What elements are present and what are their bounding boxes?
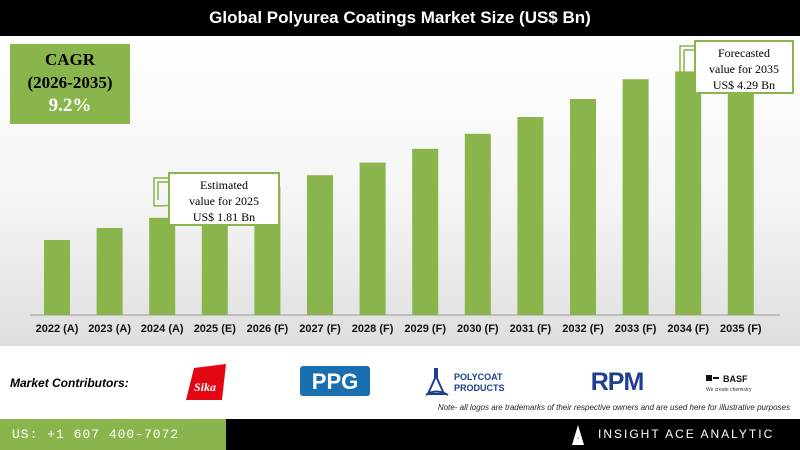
footer-phone: US: +1 607 400-7072 (0, 419, 226, 450)
forecasted-callout-line3: US$ 4.29 Bn (712, 78, 776, 92)
cagr-box: CAGR (2026-2035) 9.2% (10, 44, 130, 124)
x-tick-label-2: 2024 (A) (141, 323, 184, 335)
bar-10 (570, 99, 596, 315)
ppg-logo: PPG (300, 366, 370, 396)
sika-logo: Sika (184, 362, 228, 402)
cagr-value: 9.2% (48, 95, 92, 116)
forecasted-callout-connector-2 (683, 49, 694, 88)
estimated-callout-connector-2 (157, 181, 168, 200)
bar-2 (149, 217, 176, 315)
estimated-callout: Estimated value for 2025 US$ 1.81 Bn (168, 172, 280, 226)
chart-title: Global Polyurea Coatings Market Size (US… (0, 0, 800, 36)
x-tick-label-9: 2031 (F) (510, 323, 552, 335)
bar-5 (307, 175, 333, 315)
insightace-logo-icon (572, 425, 584, 445)
bar-13 (727, 57, 754, 315)
bar-0 (44, 240, 70, 315)
basf-tagline: We create chemistry (706, 387, 752, 393)
x-tick-label-8: 2030 (F) (457, 323, 499, 335)
bar-8 (464, 133, 491, 315)
bar-1 (96, 228, 123, 315)
market-contributors-label: Market Contributors: (10, 376, 129, 390)
basf-logo-text: BASF (723, 374, 748, 384)
polycoat-logo-text-2: PRODUCTS (454, 383, 505, 393)
cagr-period: (2026-2035) (27, 73, 113, 92)
footer-brand: INSIGHT ACE ANALYTIC (598, 427, 775, 441)
forecasted-callout-line1: Forecasted (718, 46, 770, 60)
x-tick-label-6: 2028 (F) (352, 323, 394, 335)
cagr-label: CAGR (44, 50, 96, 69)
footer-bar: INSIGHT ACE ANALYTIC (226, 419, 800, 450)
polycoat-logo-text-1: POLYCOAT (454, 372, 503, 382)
x-tick-label-10: 2032 (F) (562, 323, 604, 335)
forecasted-callout: Forecasted value for 2035 US$ 4.29 Bn (694, 40, 794, 94)
estimated-callout-line3: US$ 1.81 Bn (192, 210, 256, 224)
x-tick-label-5: 2027 (F) (299, 323, 341, 335)
x-tick-label-7: 2029 (F) (404, 323, 446, 335)
ppg-logo-text: PPG (312, 369, 358, 394)
x-tick-label-13: 2035 (F) (720, 323, 762, 335)
trademark-note: Note- all logos are trademarks of their … (437, 403, 790, 412)
x-tick-label-3: 2025 (E) (194, 323, 237, 335)
sika-logo-text: Sika (194, 380, 216, 394)
bar-12 (675, 71, 702, 316)
x-tick-label-0: 2022 (A) (36, 323, 79, 335)
chart-area (0, 36, 800, 346)
forecasted-callout-line2: value for 2035 (709, 62, 779, 76)
rpm-logo-text: RPM (591, 368, 644, 394)
bar-11 (622, 79, 649, 315)
polycoat-logo: POLYCOAT PRODUCTS (424, 366, 524, 398)
x-tick-label-11: 2033 (F) (615, 323, 657, 335)
rpm-logo: RPM (576, 368, 658, 396)
x-tick-label-1: 2023 (A) (88, 323, 131, 335)
estimated-callout-line2: value for 2025 (189, 194, 259, 208)
x-tick-label-4: 2026 (F) (247, 323, 289, 335)
estimated-callout-line1: Estimated (200, 178, 248, 192)
x-tick-label-12: 2034 (F) (667, 323, 709, 335)
bar-7 (412, 148, 439, 315)
bar-9 (517, 117, 544, 315)
bar-6 (359, 162, 386, 315)
basf-logo: BASF We create chemistry (704, 372, 768, 394)
